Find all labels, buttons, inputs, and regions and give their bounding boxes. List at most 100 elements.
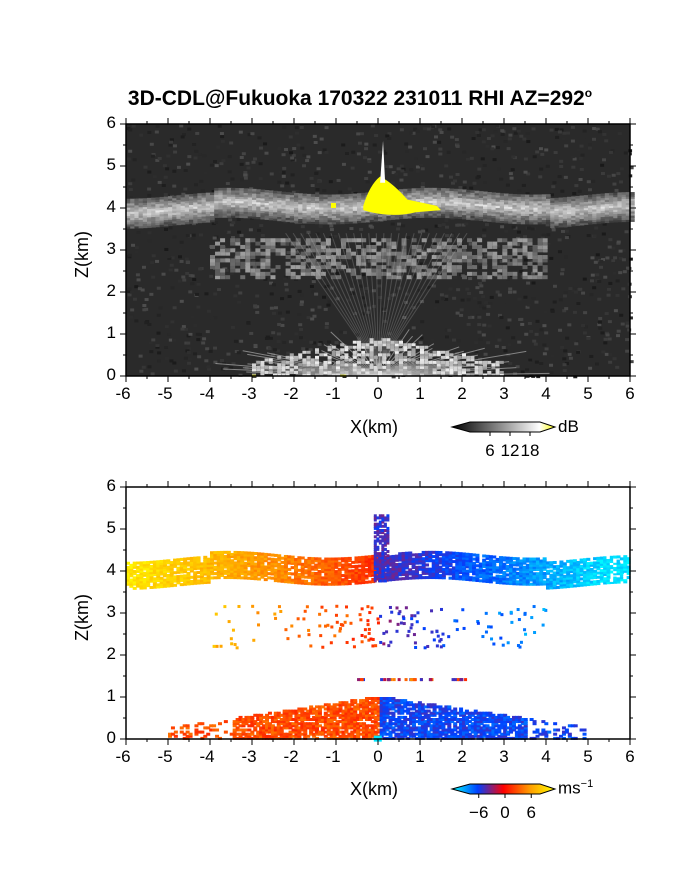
mid-layer-cell xyxy=(315,255,321,260)
cloud-layer-cell xyxy=(226,192,232,195)
noise-speckle xyxy=(415,169,420,173)
ground-echo-cell xyxy=(281,365,286,369)
cloud-layer-cell xyxy=(474,192,480,196)
mid-layer-cell xyxy=(371,238,377,243)
cloud-layer-cell xyxy=(491,200,497,204)
cloud-layer-cell xyxy=(495,192,501,196)
velocity-cell xyxy=(216,559,221,563)
ground-echo-cell xyxy=(361,368,366,372)
cloud-layer-cell xyxy=(310,217,316,220)
noise-speckle xyxy=(462,150,467,154)
cloud-layer-cell xyxy=(432,192,438,195)
mid-layer-cell xyxy=(210,261,215,266)
cloud-layer-cell xyxy=(462,189,467,193)
cloud-layer-cell xyxy=(239,196,245,200)
velocity-cell xyxy=(307,559,312,563)
velocity-cell xyxy=(169,584,174,588)
cloud-layer-cell xyxy=(583,211,589,215)
mid-layer-cell xyxy=(265,255,271,260)
noise-speckle xyxy=(444,234,449,238)
cloud-layer-cell xyxy=(625,217,631,220)
cloud-layer-cell xyxy=(302,206,308,209)
cloud-layer-cell xyxy=(499,214,505,217)
velocity-cell xyxy=(146,575,151,579)
mid-layer-cell xyxy=(376,258,382,263)
ground-echo-cell xyxy=(331,373,336,377)
noise-speckle xyxy=(614,190,619,194)
cloud-layer-cell xyxy=(210,205,215,208)
noise-speckle xyxy=(311,290,316,294)
noise-speckle xyxy=(187,361,192,365)
velocity-cell xyxy=(267,557,272,561)
cloud-layer-cell xyxy=(537,194,543,198)
cloud-layer-cell xyxy=(277,212,282,215)
cloud-layer-cell xyxy=(155,216,161,219)
velocity-cell xyxy=(391,567,396,571)
noise-speckle xyxy=(255,294,260,298)
ground-echo-cell xyxy=(399,355,403,359)
noise-speckle xyxy=(544,148,549,152)
noise-speckle xyxy=(312,278,317,282)
cloud-layer-cell xyxy=(525,194,530,198)
noise-speckle xyxy=(241,152,246,156)
noise-speckle xyxy=(374,134,379,138)
mid-layer-cell xyxy=(522,241,528,246)
velocity-cell xyxy=(391,554,396,558)
cloud-layer-cell xyxy=(621,192,627,195)
noise-speckle xyxy=(523,258,528,262)
noise-speckle xyxy=(563,291,568,295)
noise-speckle xyxy=(570,155,575,159)
cloud-layer-cell xyxy=(365,211,371,214)
noise-speckle xyxy=(413,157,418,161)
velocity-cell xyxy=(334,563,339,567)
velocity-cell xyxy=(314,576,319,580)
velocity-cell xyxy=(196,560,201,564)
noise-speckle xyxy=(535,372,540,376)
ground-echo-cell xyxy=(499,370,504,374)
noise-speckle xyxy=(433,135,438,139)
cloud-layer-cell xyxy=(470,204,476,208)
ground-echo-cell xyxy=(403,358,408,362)
noise-speckle xyxy=(192,143,197,147)
noise-speckle xyxy=(324,150,329,154)
cloud-layer-cell xyxy=(432,200,438,204)
cloud-layer-cell xyxy=(600,210,606,213)
cloud-layer-cell xyxy=(134,198,140,202)
noise-speckle xyxy=(335,297,340,301)
cloud-layer-cell xyxy=(155,212,161,215)
noise-speckle xyxy=(544,347,549,351)
cloud-layer-cell xyxy=(172,222,177,226)
noise-speckle xyxy=(376,330,381,334)
cloud-layer-cell xyxy=(596,212,602,216)
velocity-cell xyxy=(354,558,359,562)
mid-layer-cell xyxy=(522,251,528,256)
cloud-layer-cell xyxy=(487,206,492,210)
noise-speckle xyxy=(479,304,484,308)
noise-speckle xyxy=(599,265,604,269)
ground-echo-cell xyxy=(474,368,479,372)
cloud-layer-cell xyxy=(508,212,513,216)
velocity-cell xyxy=(240,551,245,555)
cloud-layer-cell xyxy=(558,201,564,205)
cloud-layer-cell xyxy=(579,218,585,222)
velocity-cell xyxy=(297,560,302,564)
noise-speckle xyxy=(527,321,532,325)
velocity-cell xyxy=(283,565,288,569)
cloud-layer-cell xyxy=(613,217,618,221)
cloud-layer-cell xyxy=(260,204,266,207)
ground-echo-cell xyxy=(285,370,290,374)
cloud-layer-cell xyxy=(516,204,522,208)
mid-layer-cell xyxy=(235,241,241,246)
noise-speckle xyxy=(202,337,207,341)
ground-echo-cell xyxy=(357,345,361,349)
velocity-cell xyxy=(159,580,164,584)
mid-layer-cell xyxy=(411,248,417,253)
mid-layer-cell xyxy=(446,261,452,266)
velocity-cell xyxy=(176,568,181,572)
cloud-layer-cell xyxy=(520,221,526,225)
velocity-cell xyxy=(317,557,322,561)
cloud-layer-cell xyxy=(604,212,610,215)
cloud-layer-cell xyxy=(436,187,442,191)
velocity-cell xyxy=(344,578,349,582)
velocity-cell xyxy=(199,581,204,585)
